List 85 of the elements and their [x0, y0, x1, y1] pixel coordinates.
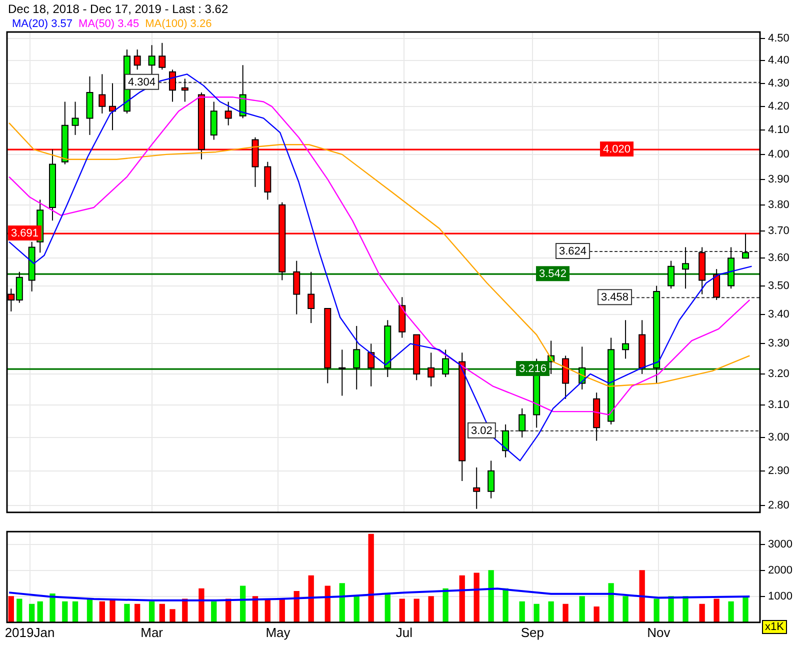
x-tick-label: Nov [647, 624, 671, 640]
bar [399, 598, 405, 622]
bar [562, 604, 568, 622]
y-tick-label: 3.60 [768, 252, 790, 264]
bar [339, 583, 345, 622]
ref-line-label: 3.02 [471, 424, 492, 437]
chart-title: Dec 18, 2018 - Dec 17, 2019 - Last : 3.62 [8, 2, 228, 16]
bar [354, 596, 360, 622]
x-tick-label: 2019Jan [4, 624, 55, 640]
bar [159, 604, 165, 622]
bar [99, 601, 105, 622]
y-tick-label: 3.50 [768, 280, 790, 292]
ref-line-label: 3.691 [11, 228, 39, 240]
bar [37, 601, 43, 622]
y-tick-label: 4.50 [768, 32, 790, 45]
bar [668, 596, 674, 622]
bar [714, 598, 720, 622]
x-tick-label: Sep [520, 624, 544, 640]
bar [474, 572, 480, 622]
bar [384, 594, 390, 622]
y-tick-label: 4.20 [768, 100, 790, 112]
y-tick-label: 3.30 [768, 338, 790, 350]
bar [608, 583, 614, 622]
text: MA(50) 3.45 [78, 18, 140, 30]
bar [682, 596, 688, 622]
bar [728, 601, 734, 622]
bar [548, 601, 554, 622]
bar [134, 604, 140, 622]
bar [308, 575, 314, 622]
ref-line-label: 3.624 [559, 246, 587, 258]
bar [28, 604, 35, 622]
text: MA(100) 3.26 [145, 18, 212, 30]
bar [459, 575, 465, 622]
ref-line-label: 3.216 [519, 363, 547, 376]
bar [579, 596, 585, 622]
bar [368, 534, 374, 622]
bar [414, 598, 420, 622]
bar [488, 570, 494, 622]
x-tick-label: Mar [140, 624, 164, 640]
y-tick-label: 1000 [768, 590, 792, 602]
y-tick-label: 3.40 [768, 308, 790, 320]
bar [124, 604, 130, 622]
bar [148, 601, 155, 622]
y-tick-label: 2.90 [768, 464, 790, 477]
bar [654, 598, 660, 622]
y-tick-label: 3.00 [768, 432, 790, 444]
ref-line-label: 3.542 [539, 268, 567, 280]
bar [72, 601, 78, 622]
ref-line-label: 3.458 [601, 292, 629, 304]
bar [639, 570, 645, 622]
bar [622, 596, 628, 622]
y-tick-label: 3.70 [768, 225, 790, 238]
bar [198, 588, 204, 622]
y-tick-label: 2.80 [768, 499, 790, 512]
x-tick-label: May [266, 624, 291, 640]
bar [442, 588, 448, 622]
bar [62, 601, 68, 622]
bar [8, 596, 14, 622]
bar [211, 601, 217, 622]
y-tick-label: 4.40 [768, 54, 790, 67]
bar [699, 604, 705, 622]
bar [594, 606, 600, 622]
bar [110, 598, 116, 622]
bar [16, 598, 22, 622]
ref-line-label: 4.020 [603, 144, 631, 156]
y-tick-label: 4.30 [768, 77, 790, 90]
bar [534, 604, 540, 622]
x-tick-label: Jul [396, 624, 413, 640]
bar [519, 601, 525, 622]
text: x1K [762, 620, 787, 634]
ref-line-label: 4.304 [128, 76, 156, 88]
y-tick-label: 3.90 [768, 173, 790, 186]
y-tick-label: 2000 [768, 564, 792, 577]
bar [502, 588, 508, 622]
bar [50, 594, 56, 622]
bar [742, 596, 748, 622]
y-tick-label: 4.00 [768, 148, 790, 160]
bar [428, 596, 434, 622]
y-tick-label: 3.20 [768, 368, 790, 380]
y-tick-label: 3.80 [768, 198, 790, 211]
y-tick-label: 4.10 [768, 124, 790, 136]
y-tick-label: 3.10 [768, 399, 790, 412]
text: MA(20) 3.57 [12, 18, 73, 30]
y-tick-label: 3000 [768, 538, 792, 551]
bar [170, 609, 176, 622]
